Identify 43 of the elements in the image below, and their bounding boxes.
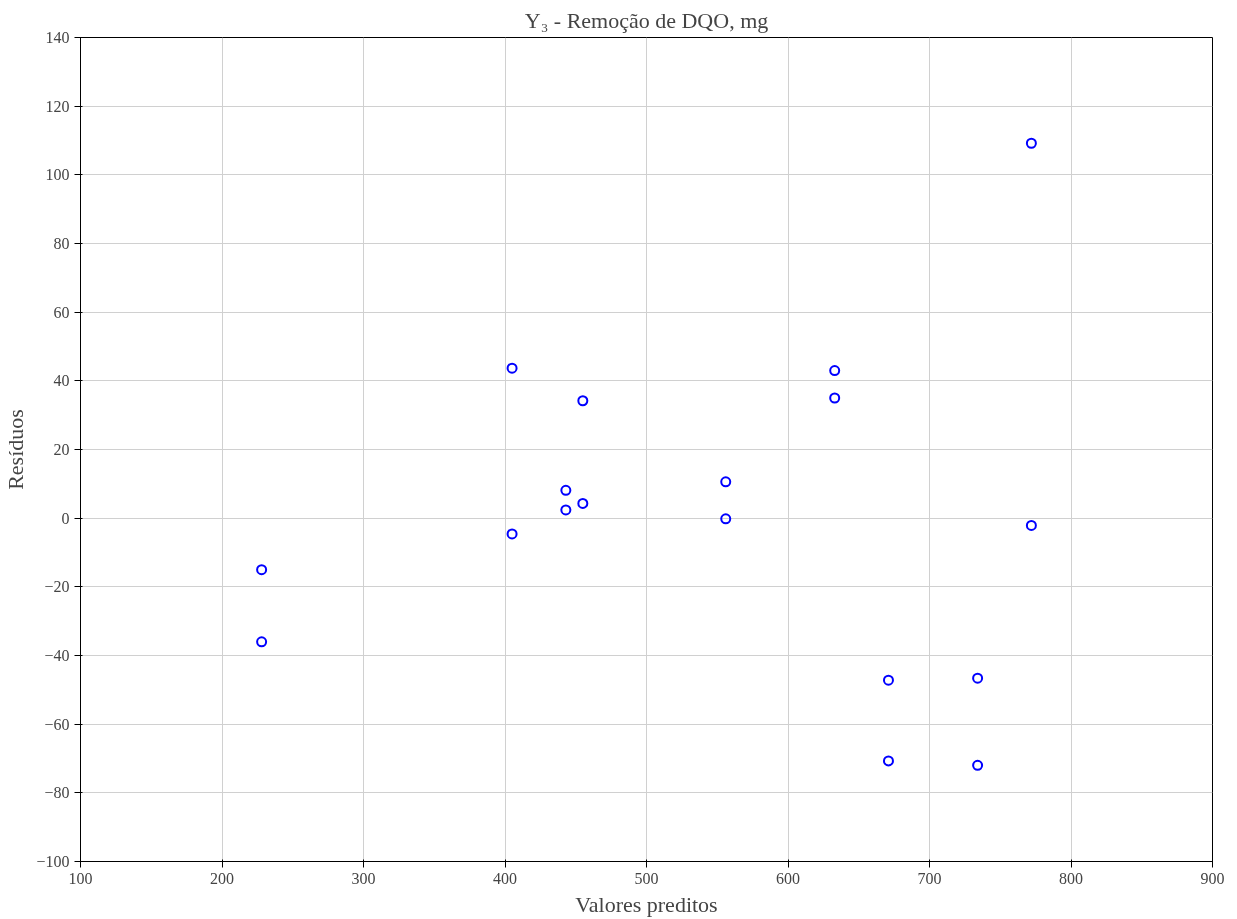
y-tick-label: 60 <box>53 303 70 321</box>
y-axis-title: Resíduos <box>3 409 29 490</box>
point <box>560 484 572 496</box>
point <box>560 504 572 516</box>
x-tick-label: 800 <box>1059 869 1083 887</box>
y-tick-label: −40 <box>44 647 70 664</box>
y-tick-label: −20 <box>44 578 70 596</box>
y-tick-label: 120 <box>45 97 70 115</box>
y-tick-label: −100 <box>36 853 70 870</box>
y-tick-label: 40 <box>53 372 70 390</box>
point <box>577 497 589 509</box>
point <box>882 755 894 767</box>
x-axis-title: Valores preditos <box>575 891 718 917</box>
x-tick-label: 200 <box>210 869 234 887</box>
point <box>829 392 841 404</box>
x-tick-label: 500 <box>634 869 659 887</box>
point <box>972 672 984 684</box>
point <box>882 674 894 686</box>
point <box>506 362 518 374</box>
x-tick-label: 300 <box>351 869 376 887</box>
point <box>720 513 732 525</box>
point <box>256 564 268 576</box>
point <box>506 528 518 540</box>
y-tick-label: 140 <box>45 29 70 46</box>
y-tick-label: 80 <box>53 235 70 252</box>
point <box>720 476 732 488</box>
point <box>577 395 589 407</box>
chart-title: Y₃ - Remoção de DQO, mg <box>524 7 769 33</box>
point <box>1025 519 1037 531</box>
point <box>972 759 984 771</box>
point <box>829 365 841 377</box>
y-tick-label: 0 <box>61 509 70 527</box>
point <box>1025 137 1037 149</box>
y-tick-label: −60 <box>44 715 70 733</box>
y-tick-label: 100 <box>45 166 70 184</box>
y-tick-label: −80 <box>44 784 70 802</box>
x-tick-label: 700 <box>917 869 942 887</box>
y-tick-label: 20 <box>53 441 70 458</box>
x-tick-label: 900 <box>1200 869 1225 887</box>
point <box>256 636 268 648</box>
x-tick-label: 400 <box>493 869 517 887</box>
x-tick-label: 600 <box>776 869 800 887</box>
x-tick-label: 100 <box>68 869 93 887</box>
